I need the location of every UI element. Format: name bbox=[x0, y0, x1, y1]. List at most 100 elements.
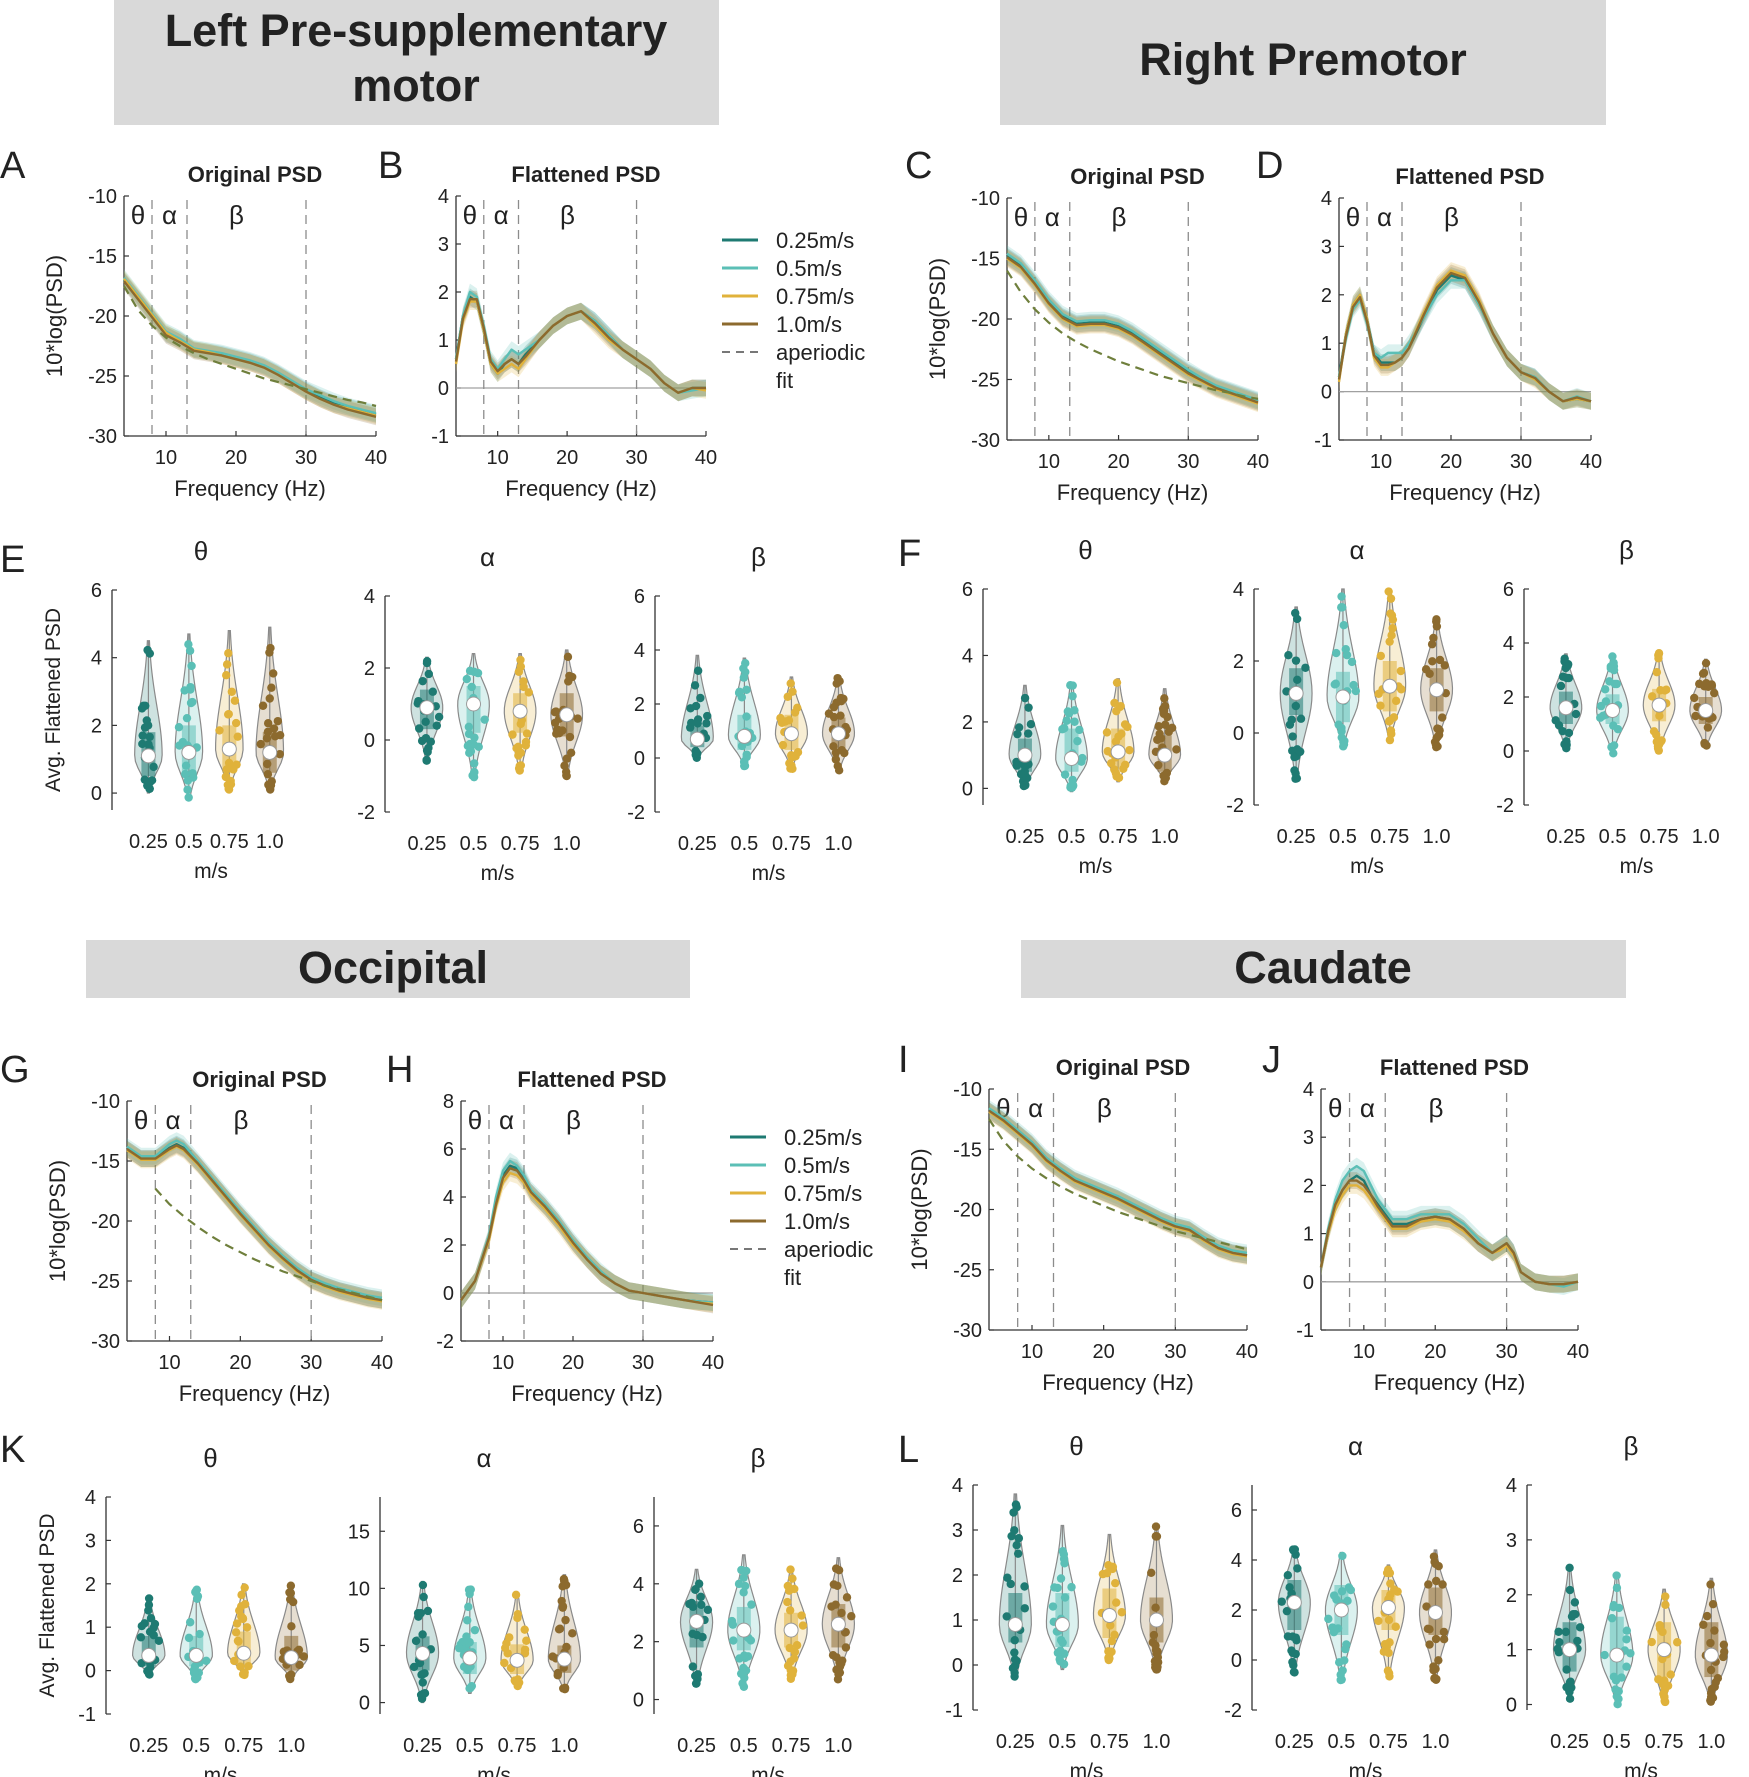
y-axis-label: 10*log(PSD) bbox=[42, 255, 67, 377]
data-point bbox=[1422, 1602, 1431, 1611]
x-tick-label: 1.0 bbox=[1692, 826, 1720, 848]
y-tick-label: -20 bbox=[91, 1211, 120, 1233]
data-point bbox=[1654, 654, 1663, 663]
data-point bbox=[1425, 1640, 1434, 1649]
data-point bbox=[1347, 657, 1357, 667]
data-point bbox=[1329, 1591, 1339, 1600]
x-tick-label: 10 bbox=[1353, 1341, 1375, 1363]
data-point bbox=[189, 1666, 199, 1675]
y-tick-label: -2 bbox=[1224, 1700, 1242, 1722]
median-marker bbox=[736, 1622, 752, 1638]
median-marker bbox=[1427, 1605, 1443, 1620]
y-tick-label: -15 bbox=[953, 1139, 982, 1161]
data-point bbox=[1565, 1694, 1575, 1703]
data-point bbox=[836, 711, 845, 720]
data-point bbox=[1596, 713, 1605, 722]
data-point bbox=[222, 671, 231, 680]
data-point bbox=[1151, 1603, 1160, 1612]
panel-title: Original PSD bbox=[1056, 1055, 1190, 1080]
data-point bbox=[1388, 624, 1397, 633]
panel-letter-k: K bbox=[0, 1429, 25, 1471]
y-tick-label: 4 bbox=[1321, 188, 1332, 210]
data-point bbox=[230, 696, 240, 705]
panel-title: θ bbox=[1069, 1431, 1083, 1461]
series-line-0.5m/s bbox=[1006, 252, 1259, 402]
data-point bbox=[224, 709, 233, 719]
panel-title: Flattened PSD bbox=[1380, 1055, 1529, 1080]
data-point bbox=[1622, 1626, 1632, 1635]
banner-background bbox=[1000, 0, 1606, 125]
data-point bbox=[1653, 744, 1663, 753]
series-band-0.75m/s bbox=[1321, 1176, 1578, 1293]
data-point bbox=[786, 679, 795, 688]
legend-top: 0.25m/s 0.5m/s 0.75m/s 1.0m/s aperiodic fit bbox=[722, 228, 865, 393]
legend-label: fit bbox=[776, 368, 793, 393]
median-marker bbox=[689, 1613, 705, 1629]
data-point bbox=[1114, 773, 1124, 782]
series-band-0.5m/s bbox=[127, 1132, 382, 1307]
data-point bbox=[1614, 1687, 1623, 1696]
data-point bbox=[418, 1678, 427, 1687]
y-tick-label: 3 bbox=[952, 1520, 963, 1542]
median-marker bbox=[462, 1650, 478, 1666]
data-point bbox=[1291, 656, 1301, 665]
violin-panel-f-beta: 6 4 2 0 -2 β m/s 0.25 0.5 0.75 1.0 bbox=[1496, 535, 1723, 878]
data-point bbox=[1626, 1649, 1635, 1658]
data-point bbox=[1575, 1623, 1585, 1632]
data-point bbox=[229, 765, 238, 774]
data-point bbox=[1617, 1673, 1626, 1682]
data-point bbox=[1117, 729, 1126, 738]
data-point bbox=[703, 711, 712, 721]
data-point bbox=[1431, 1634, 1441, 1644]
data-point bbox=[1710, 1626, 1719, 1635]
band-label-beta: β bbox=[566, 1105, 581, 1135]
data-point bbox=[1612, 1583, 1622, 1593]
data-point bbox=[418, 1580, 428, 1590]
data-point bbox=[1612, 679, 1621, 689]
data-point bbox=[470, 759, 479, 768]
data-point bbox=[1424, 1580, 1433, 1589]
data-point bbox=[514, 742, 523, 752]
data-point bbox=[842, 1593, 852, 1602]
band-label-theta: θ bbox=[1014, 202, 1028, 232]
y-tick-label: 2 bbox=[952, 1565, 963, 1587]
x-axis-label: m/s bbox=[1079, 855, 1113, 878]
data-point bbox=[1292, 1636, 1301, 1645]
x-tick-label: 30 bbox=[1495, 1341, 1517, 1363]
violin-panel-f-theta: 6 4 2 0 θ m/s 0.25 0.5 0.75 1.0 bbox=[962, 535, 1182, 878]
region-title: Occipital bbox=[298, 942, 488, 993]
band-label-theta: θ bbox=[1328, 1093, 1342, 1123]
legend-label: 0.25m/s bbox=[784, 1125, 862, 1150]
data-point bbox=[515, 766, 524, 775]
data-point bbox=[1154, 722, 1163, 731]
data-point bbox=[1060, 770, 1070, 779]
data-point bbox=[263, 759, 272, 769]
y-tick-label: 0 bbox=[634, 748, 645, 770]
legend-label: fit bbox=[784, 1265, 801, 1290]
y-tick-label: 2 bbox=[1506, 1585, 1517, 1607]
data-point bbox=[1564, 728, 1574, 738]
x-axis-label: m/s bbox=[1349, 1760, 1383, 1777]
series-band-0.25m/s bbox=[989, 1102, 1247, 1264]
band-label-theta: θ bbox=[131, 200, 145, 230]
y-tick-label: -2 bbox=[1226, 795, 1244, 817]
data-point bbox=[1565, 1585, 1575, 1595]
data-point bbox=[1153, 1662, 1162, 1672]
data-point bbox=[1147, 1568, 1156, 1578]
x-axis-label: Frequency (Hz) bbox=[1057, 480, 1209, 505]
data-point bbox=[1024, 703, 1033, 712]
series-band-1.0m/s bbox=[1321, 1172, 1578, 1293]
data-point bbox=[511, 1590, 521, 1600]
x-tick-label: 0.5 bbox=[1048, 1731, 1076, 1753]
x-tick-label: 0.75 bbox=[1099, 826, 1138, 848]
x-axis-label: m/s bbox=[752, 862, 786, 885]
data-point bbox=[1112, 678, 1122, 687]
y-tick-label: -20 bbox=[971, 309, 1000, 331]
data-point bbox=[421, 717, 430, 726]
series-line-1.0m/s bbox=[460, 1166, 714, 1307]
data-point bbox=[1012, 761, 1021, 770]
data-point bbox=[265, 784, 275, 793]
data-point bbox=[1342, 650, 1352, 660]
data-point bbox=[788, 1574, 797, 1583]
